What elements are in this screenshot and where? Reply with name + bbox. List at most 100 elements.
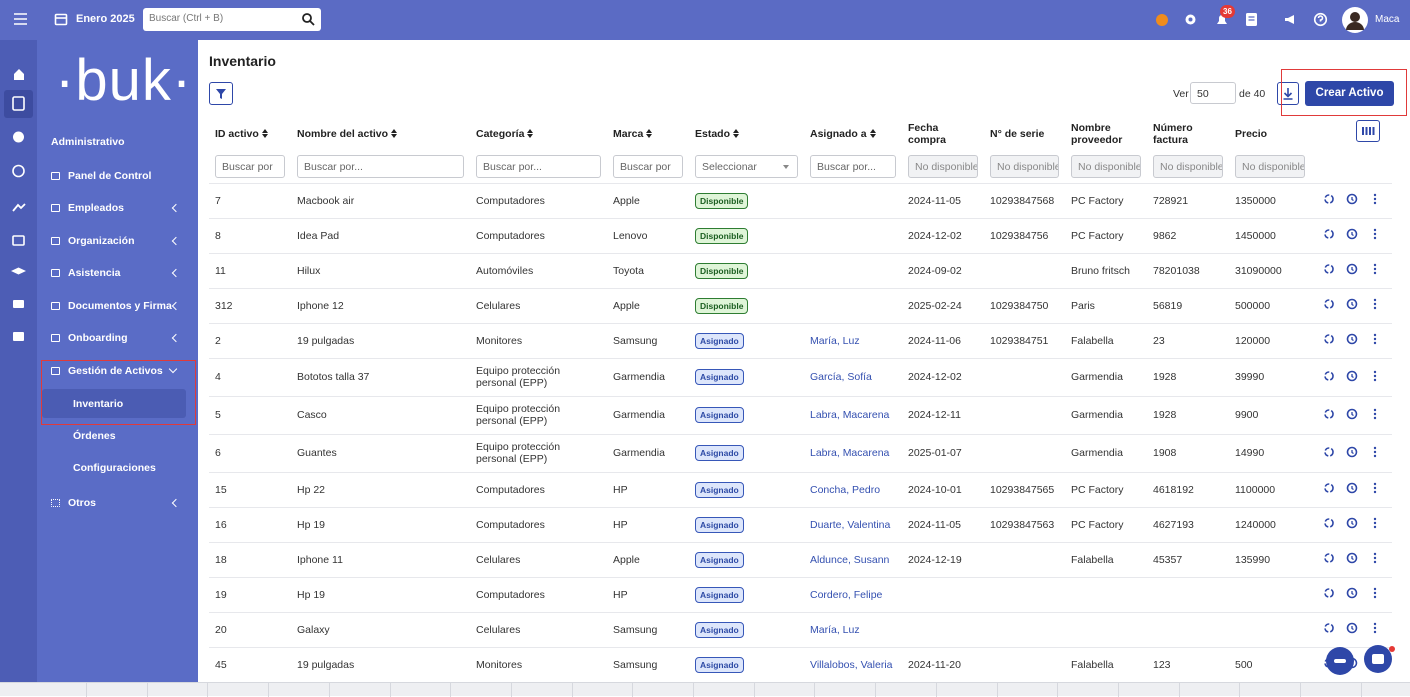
history-icon[interactable] [1346, 552, 1358, 564]
more-icon[interactable] [1373, 193, 1377, 205]
assignee-link[interactable]: María, Luz [810, 623, 860, 636]
user-avatar[interactable] [1341, 6, 1369, 34]
user-name[interactable]: Maca [1375, 14, 1400, 25]
menu-item[interactable]: Otros [51, 497, 96, 509]
grid-icon[interactable] [13, 332, 24, 341]
more-icon[interactable] [1373, 587, 1377, 599]
history-icon[interactable] [1346, 446, 1358, 457]
columns-button[interactable] [1356, 120, 1380, 142]
history-icon[interactable] [1346, 193, 1358, 205]
education-icon[interactable] [11, 267, 26, 275]
download-button[interactable] [1277, 82, 1299, 105]
column-header[interactable]: Estado [689, 117, 804, 150]
more-icon[interactable] [1373, 370, 1377, 381]
sync-icon[interactable] [1324, 446, 1334, 457]
history-icon[interactable] [1346, 622, 1358, 634]
assignee-link[interactable]: Aldunce, Susann [810, 553, 890, 566]
sync-icon[interactable] [1324, 334, 1334, 344]
assignee-link[interactable]: Labra, Macarena [810, 447, 890, 459]
history-icon[interactable] [1346, 228, 1358, 240]
sync-icon[interactable] [1324, 299, 1334, 309]
money-icon[interactable] [13, 131, 24, 143]
chart-icon[interactable] [12, 203, 26, 212]
folder-icon[interactable] [13, 300, 24, 308]
more-icon[interactable] [1373, 333, 1377, 345]
sync-icon[interactable] [1324, 229, 1334, 239]
status-badge: Asignado [695, 332, 744, 349]
help-icon[interactable] [1313, 12, 1328, 27]
sync-icon[interactable] [1324, 194, 1334, 204]
create-button[interactable]: Crear Activo [1305, 81, 1394, 106]
menu-item[interactable]: Organización [51, 235, 135, 247]
history-icon[interactable] [1346, 263, 1358, 275]
history-icon[interactable] [1346, 517, 1358, 529]
menu-item[interactable]: Asistencia [51, 267, 121, 279]
assignee-link[interactable]: Cordero, Felipe [810, 588, 883, 601]
more-icon[interactable] [1373, 408, 1377, 419]
history-icon[interactable] [1346, 370, 1358, 381]
column-header[interactable]: ID activo [209, 117, 291, 150]
assignee-link[interactable]: Concha, Pedro [810, 483, 881, 496]
filter-input[interactable]: Buscar por... [297, 154, 464, 178]
submenu-item[interactable]: Configuraciones [73, 462, 156, 474]
assignee-link[interactable]: Duarte, Valentina [810, 518, 891, 531]
filter-input[interactable]: Seleccionar [695, 154, 798, 178]
clock-icon[interactable] [12, 164, 25, 178]
more-icon[interactable] [1373, 552, 1377, 564]
assignee-link[interactable]: Labra, Macarena [810, 409, 890, 421]
announcements-icon[interactable] [1283, 13, 1298, 26]
sync-icon[interactable] [1324, 408, 1334, 419]
more-icon[interactable] [1373, 228, 1377, 240]
menu-item[interactable]: Onboarding [51, 332, 128, 344]
filter-input[interactable]: Buscar por [613, 154, 683, 178]
sync-icon[interactable] [1324, 623, 1334, 633]
assets-icon[interactable] [12, 96, 25, 111]
briefcase-icon[interactable] [12, 235, 25, 246]
menu-item[interactable]: Panel de Control [51, 170, 151, 182]
column-header[interactable]: Marca [607, 117, 689, 150]
sync-icon[interactable] [1324, 370, 1334, 381]
history-icon[interactable] [1346, 333, 1358, 345]
menu-icon[interactable] [13, 12, 29, 26]
more-icon[interactable] [1373, 622, 1377, 634]
home-icon[interactable] [14, 69, 24, 80]
assignee-link[interactable]: García, Sofía [810, 371, 872, 383]
menu-item[interactable]: Documentos y Firma [51, 300, 172, 312]
sync-icon[interactable] [1324, 588, 1334, 598]
sync-icon[interactable] [1324, 553, 1334, 563]
filter-input[interactable]: Buscar por... [476, 154, 601, 178]
documents-icon[interactable] [1245, 12, 1258, 27]
history-icon[interactable] [1346, 408, 1358, 419]
assignee-link[interactable]: Villalobos, Valeria [810, 658, 893, 671]
history-icon[interactable] [1346, 482, 1358, 494]
column-header[interactable]: Asignado a [804, 117, 902, 150]
logo[interactable]: ·buk· [55, 48, 193, 113]
date-selector[interactable]: Enero 2025 [76, 13, 135, 25]
search-input[interactable]: Buscar (Ctrl + B) [143, 8, 321, 31]
more-icon[interactable] [1373, 517, 1377, 529]
more-icon[interactable] [1373, 263, 1377, 275]
sync-icon[interactable] [1324, 264, 1334, 274]
search-icon[interactable] [301, 12, 315, 26]
assignee-link[interactable]: María, Luz [810, 334, 860, 347]
column-header[interactable]: Categoría [470, 117, 607, 150]
more-icon[interactable] [1373, 446, 1377, 457]
filter-button[interactable] [209, 82, 233, 105]
chevron [171, 333, 181, 343]
history-icon[interactable] [1346, 587, 1358, 599]
submenu-item[interactable]: Inventario [73, 398, 124, 410]
more-icon[interactable] [1373, 298, 1377, 310]
filter-input[interactable]: Buscar por... [810, 154, 896, 178]
menu-item[interactable]: Gestión de Activos [51, 365, 163, 377]
more-icon[interactable] [1373, 482, 1377, 494]
column-header[interactable]: Nombre del activo [291, 117, 470, 150]
filter-input[interactable]: Buscar por [215, 154, 285, 178]
sync-icon[interactable] [1324, 518, 1334, 528]
sync-icon[interactable] [1324, 483, 1334, 493]
settings-icon[interactable] [1183, 12, 1198, 27]
menu-item[interactable]: Empleados [51, 202, 124, 214]
submenu-item[interactable]: Órdenes [73, 430, 116, 442]
status-icon[interactable] [1154, 12, 1170, 28]
history-icon[interactable] [1346, 298, 1358, 310]
per-page-select[interactable]: 50 [1190, 82, 1236, 104]
